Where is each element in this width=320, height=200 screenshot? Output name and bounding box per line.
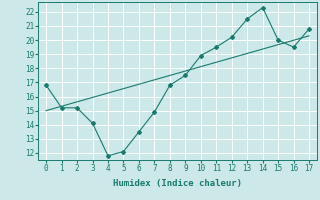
X-axis label: Humidex (Indice chaleur): Humidex (Indice chaleur) — [113, 179, 242, 188]
